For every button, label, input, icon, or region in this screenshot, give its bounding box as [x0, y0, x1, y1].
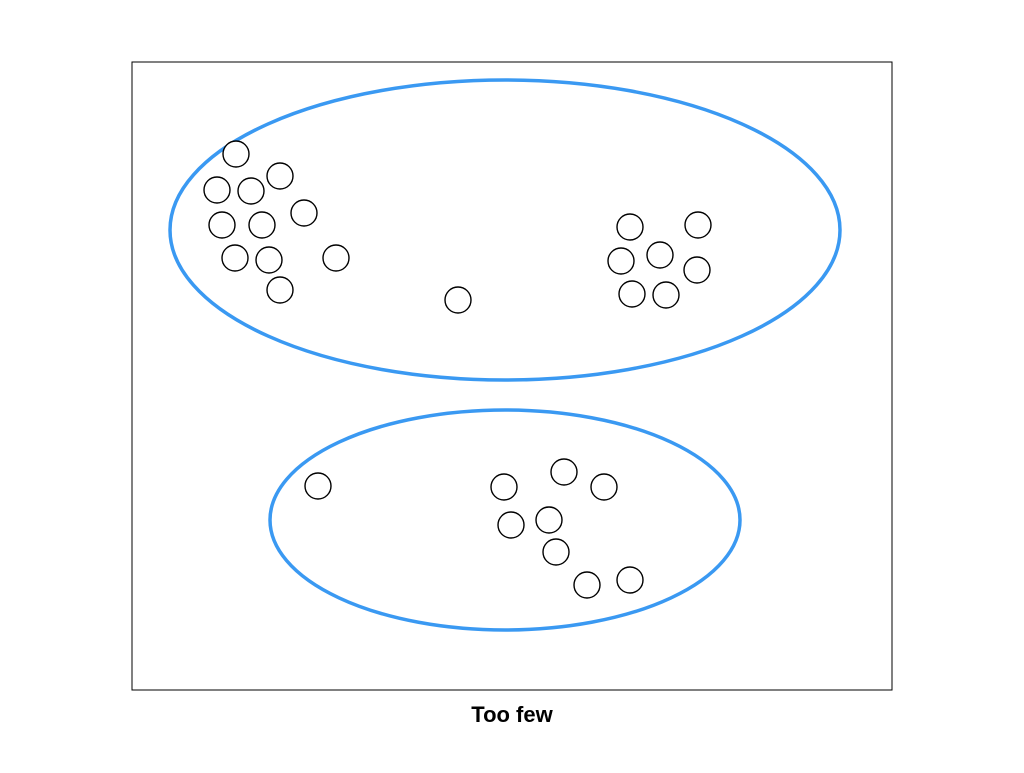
data-point-1	[267, 163, 293, 189]
diagram-stage: Too few	[0, 0, 1024, 768]
data-point-25	[543, 539, 569, 565]
data-point-18	[653, 282, 679, 308]
data-point-24	[536, 507, 562, 533]
data-point-14	[608, 248, 634, 274]
data-point-12	[617, 214, 643, 240]
diagram-svg	[0, 0, 1024, 768]
data-point-4	[291, 200, 317, 226]
data-point-8	[256, 247, 282, 273]
data-point-21	[551, 459, 577, 485]
data-point-17	[619, 281, 645, 307]
data-point-19	[305, 473, 331, 499]
data-point-0	[223, 141, 249, 167]
data-point-27	[617, 567, 643, 593]
data-point-22	[591, 474, 617, 500]
data-point-23	[498, 512, 524, 538]
data-point-11	[445, 287, 471, 313]
data-point-5	[209, 212, 235, 238]
data-point-2	[204, 177, 230, 203]
data-point-20	[491, 474, 517, 500]
data-point-9	[323, 245, 349, 271]
data-point-7	[222, 245, 248, 271]
data-point-13	[685, 212, 711, 238]
data-point-3	[238, 178, 264, 204]
data-point-6	[249, 212, 275, 238]
data-point-10	[267, 277, 293, 303]
data-point-15	[647, 242, 673, 268]
diagram-caption: Too few	[0, 702, 1024, 728]
data-point-26	[574, 572, 600, 598]
data-point-16	[684, 257, 710, 283]
